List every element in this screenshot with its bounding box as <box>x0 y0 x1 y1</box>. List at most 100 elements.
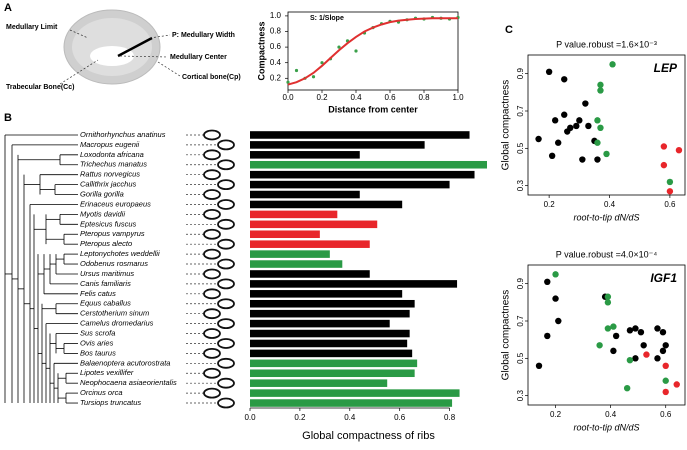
rib-section <box>217 179 235 191</box>
rib-section <box>217 377 235 389</box>
data-point <box>554 139 562 146</box>
rib-section <box>203 228 221 240</box>
data-point <box>596 342 603 349</box>
diagram-label: Trabecular Bone(Cc) <box>6 84 74 91</box>
panel-label: A <box>4 2 12 14</box>
rib-section <box>203 169 221 181</box>
data-point <box>604 325 612 332</box>
bar <box>250 379 388 387</box>
rib-section <box>217 218 235 230</box>
x-tick-label: 0.2 <box>316 93 328 102</box>
bar <box>250 299 415 308</box>
data-point <box>535 135 542 143</box>
data-point <box>597 81 604 89</box>
y-tick-label: 0.8 <box>270 27 282 36</box>
data-point <box>654 355 661 362</box>
rib-section <box>217 278 235 290</box>
species-label: Ornithorhynchus anatinus <box>80 130 166 139</box>
data-point <box>610 347 617 355</box>
x-tick-label: 0.4 <box>344 413 356 422</box>
bar <box>250 319 390 328</box>
rib-section <box>203 129 221 141</box>
species-label: Sus scrofa <box>80 329 115 338</box>
data-point <box>551 117 559 124</box>
data-point <box>603 150 610 158</box>
data-point <box>632 355 639 362</box>
leader <box>149 34 171 39</box>
rib-section <box>217 139 235 151</box>
rib-section <box>203 328 221 339</box>
data-point <box>626 327 634 334</box>
leader <box>69 29 89 39</box>
species-label: Felis catus <box>80 289 116 298</box>
bar <box>250 290 403 298</box>
data-point <box>594 156 601 163</box>
data-point <box>623 385 631 392</box>
bar <box>250 200 403 209</box>
plot-frame <box>287 11 459 91</box>
bar <box>250 369 415 378</box>
bar <box>250 230 320 239</box>
chart-title: P value.robust =4.0×10⁻⁴ <box>556 249 658 259</box>
species-label: Lipotes vexillifer <box>80 368 134 377</box>
data-point <box>673 381 680 388</box>
data-point <box>576 117 583 124</box>
bar <box>250 170 475 179</box>
leader <box>119 55 169 58</box>
gene-label: LEP <box>654 61 678 75</box>
data-point <box>662 362 669 369</box>
rib-section <box>203 248 221 260</box>
data-point <box>573 122 580 130</box>
data-point <box>555 317 562 325</box>
y-tick-label: 0.2 <box>270 73 282 82</box>
data-point <box>660 161 668 169</box>
leader <box>157 61 181 77</box>
species-label: Trichechus manatus <box>80 160 147 169</box>
x-tick-label: 0.4 <box>604 200 616 209</box>
species-label: Ovis aries <box>80 338 114 347</box>
y-axis-label: Compactness <box>256 21 266 80</box>
bar <box>250 141 425 149</box>
data-point <box>609 61 616 68</box>
species-label: Camelus dromedarius <box>80 319 154 328</box>
data-point <box>552 271 559 278</box>
x-tick-label: 0.2 <box>550 410 562 419</box>
chart-title: P value.robust =1.6×10⁻³ <box>556 39 657 49</box>
rib-section <box>217 298 235 310</box>
rib-section <box>217 318 235 330</box>
rib-section <box>217 397 235 409</box>
rib-section <box>203 149 221 161</box>
data-point <box>552 295 559 302</box>
species-label: Pteropus alecto <box>80 239 132 248</box>
data-point <box>604 293 612 300</box>
y-tick-label: 0.7 <box>516 315 525 327</box>
data-point <box>561 111 568 118</box>
y-tick-label: 0.7 <box>516 105 525 117</box>
species-label: Cerstotherium sinum <box>80 309 149 318</box>
x-tick-label: 0.4 <box>605 410 617 419</box>
width-line <box>117 36 153 58</box>
species-label: Bos taurus <box>80 348 116 357</box>
data-point <box>594 117 601 124</box>
x-tick-label: 0.6 <box>384 93 396 102</box>
bar <box>250 151 360 159</box>
x-tick-label: 0.6 <box>664 200 676 209</box>
x-tick-label: 1.0 <box>452 93 464 102</box>
data-point <box>597 124 604 131</box>
y-tick-label: 0.9 <box>516 278 525 290</box>
data-point <box>666 178 674 186</box>
bar <box>250 210 338 219</box>
diagram-label: Cortical bone(Cp) <box>182 74 241 81</box>
bar <box>250 280 458 288</box>
y-tick-label: 0.9 <box>516 68 525 80</box>
data-point <box>337 45 341 49</box>
rib-section <box>217 238 235 250</box>
data-point <box>311 75 316 79</box>
data-point <box>544 278 551 285</box>
rib-section <box>203 208 221 220</box>
data-point <box>612 332 620 340</box>
y-axis-label: Global compactness <box>501 80 512 171</box>
x-tick-label: 0.8 <box>444 413 456 422</box>
data-point <box>632 325 639 332</box>
y-tick-label: 0.4 <box>270 58 282 67</box>
